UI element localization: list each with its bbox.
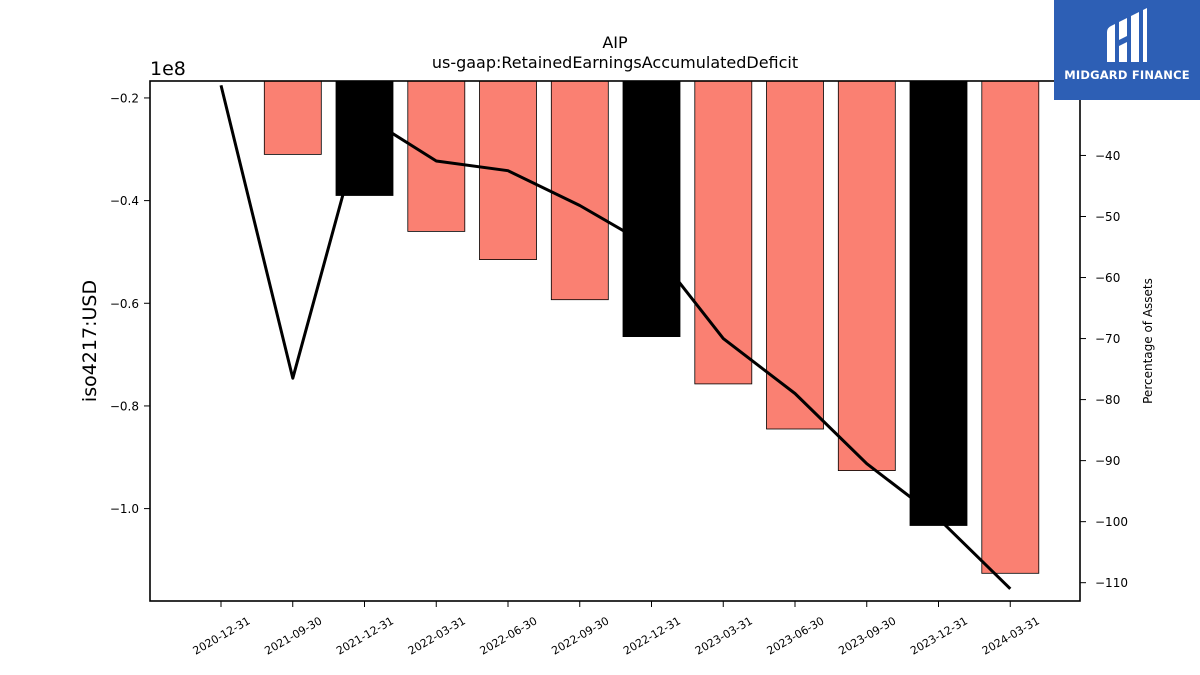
x-tick-label: 2022-03-31 [406, 614, 468, 657]
percentage-line [219, 84, 1012, 590]
y2-tick-label: −60 [1095, 271, 1120, 285]
y2-tick-label: −80 [1095, 393, 1120, 407]
y-offset-text: 1e8 [150, 58, 186, 80]
y2-tick-label: −100 [1095, 515, 1128, 529]
y2-axis-label: Percentage of Assets [1141, 278, 1155, 404]
chart-subtitle: us-gaap:RetainedEarningsAccumulatedDefic… [432, 53, 798, 72]
bar-2023-09-30 [837, 80, 896, 472]
y2-tick-label: −110 [1095, 576, 1128, 590]
bar-2022-03-31 [407, 80, 466, 232]
bar-2023-03-31 [694, 80, 753, 385]
bar-2021-09-30 [263, 80, 322, 155]
bar-2024-03-31 [981, 80, 1040, 574]
bar-2022-09-30 [550, 80, 609, 301]
x-tick-label: 2023-09-30 [836, 614, 898, 657]
axes-layer: −0.2 −0.4 −0.6 −0.8 −1.0 −40 −50 −60 −70 −80 −90 −1… [110, 80, 1128, 658]
line-layer [219, 84, 1012, 590]
y-tick-label: −1.0 [110, 502, 139, 516]
x-tick-label: 2023-06-30 [765, 614, 827, 657]
y2-tick-label: −50 [1095, 210, 1120, 224]
x-tick-label: 2020-12-31 [191, 614, 253, 657]
y-axis-label: iso4217:USD [79, 280, 101, 402]
x-tick-label: 2023-03-31 [693, 614, 755, 657]
x-tick-label: 2022-12-31 [621, 614, 683, 657]
bar-2022-12-31 [622, 80, 681, 338]
bars-layer [263, 80, 1040, 574]
y-tick-label: −0.8 [110, 399, 139, 413]
chart-title: AIP [602, 33, 628, 52]
bar-2021-12-31 [335, 80, 394, 196]
midgard-finance-logo: MIDGARD FINANCE [1054, 0, 1200, 100]
x-tick-label: 2021-12-31 [334, 614, 396, 657]
x-tick-label: 2023-12-31 [908, 614, 970, 657]
midgard-logo-icon [1107, 8, 1147, 62]
y-tick-label: −0.6 [110, 297, 139, 311]
bar-2023-12-31 [909, 80, 968, 526]
y-tick-label: −0.2 [110, 91, 139, 105]
x-tick-label: 2022-06-30 [478, 614, 540, 657]
x-tick-label: 2022-09-30 [549, 614, 611, 657]
plot-frame [149, 80, 1081, 602]
y2-tick-label: −40 [1095, 149, 1120, 163]
brand-name: MIDGARD FINANCE [1064, 68, 1190, 82]
y2-tick-label: −90 [1095, 454, 1120, 468]
y-tick-label: −0.4 [110, 194, 139, 208]
x-tick-label: 2021-09-30 [262, 614, 324, 657]
x-tick-label: 2024-03-31 [980, 614, 1042, 657]
y2-tick-label: −70 [1095, 332, 1120, 346]
